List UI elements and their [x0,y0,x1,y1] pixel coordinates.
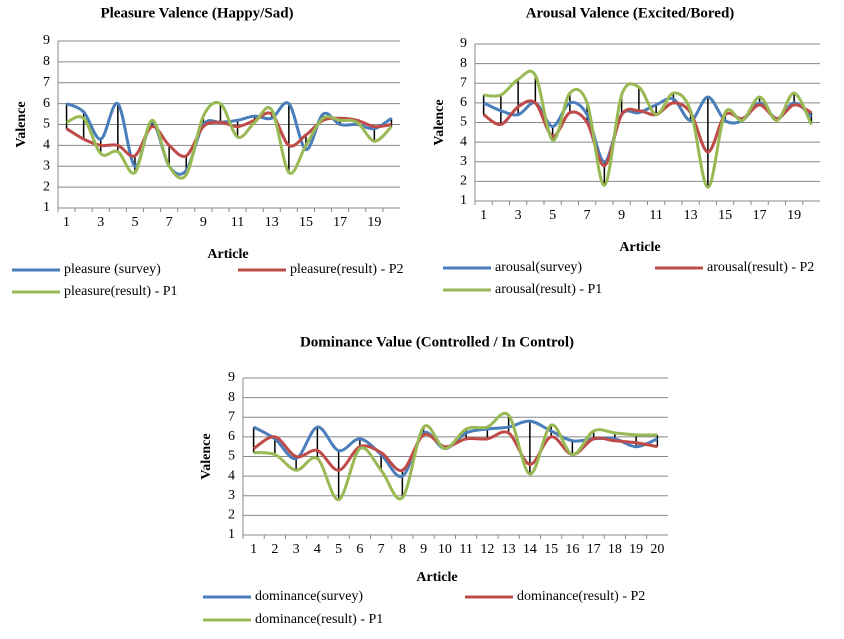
x-tick-label: 19 [629,542,643,557]
y-tick-label: 5 [228,449,235,464]
y-tick-label: 6 [43,96,50,111]
series-line [253,411,658,502]
x-tick-label: 14 [523,542,537,557]
x-tick-label: 15 [299,215,313,230]
x-tick-label: 1 [63,215,70,230]
x-tick-label: 3 [293,542,300,557]
y-tick-label: 9 [43,33,50,48]
legend-label: dominance(result) - P1 [255,612,383,627]
x-tick-label: 15 [544,542,558,557]
series-line [252,430,658,472]
x-tick-label: 13 [502,542,516,557]
y-tick-label: 4 [43,138,50,153]
x-tick-label: 11 [459,542,472,557]
y-tick-label: 9 [228,370,235,385]
x-tick-label: 11 [649,208,662,223]
x-tick-label: 5 [131,215,138,230]
series-line [65,111,392,158]
y-tick-label: 5 [460,115,467,130]
x-tick-label: 19 [787,208,801,223]
chart-title: Pleasure Valence (Happy/Sad) [100,5,293,21]
x-tick-label: 7 [166,215,173,230]
y-axis-label: Valence [14,101,29,147]
x-tick-label: 9 [420,542,427,557]
y-tick-label: 3 [460,154,467,169]
x-tick-label: 7 [584,208,591,223]
y-tick-label: 6 [460,95,467,110]
y-tick-label: 3 [43,158,50,173]
x-axis-label: Article [619,240,660,255]
x-tick-label: 17 [587,542,601,557]
x-tick-label: 1 [480,208,487,223]
y-tick-label: 1 [228,527,235,542]
y-tick-label: 4 [228,468,235,483]
x-tick-label: 4 [314,542,321,557]
legend-label: dominance(survey) [255,589,363,604]
y-axis-label: Valence [432,99,447,145]
legend-label: dominance(result) - P2 [517,589,645,604]
legend-label: pleasure(result) - P1 [64,284,178,299]
x-tick-label: 3 [515,208,522,223]
y-tick-label: 5 [43,117,50,132]
series-line [482,99,813,168]
x-tick-label: 13 [265,215,279,230]
x-tick-label: 10 [438,542,452,557]
y-tick-label: 2 [460,174,467,189]
y-tick-label: 1 [43,200,50,215]
x-tick-label: 17 [753,208,767,223]
x-tick-label: 17 [333,215,347,230]
y-tick-label: 8 [460,56,467,71]
y-tick-label: 7 [43,75,50,90]
x-tick-label: 5 [549,208,556,223]
x-tick-label: 5 [335,542,342,557]
y-tick-label: 4 [460,134,467,149]
x-tick-label: 2 [271,542,278,557]
x-tick-label: 16 [565,542,579,557]
y-tick-label: 9 [460,36,467,51]
x-tick-label: 12 [480,542,494,557]
x-axis-label: Article [416,570,457,585]
y-axis-label: Valence [199,433,214,479]
y-tick-label: 3 [228,488,235,503]
x-tick-label: 9 [200,215,207,230]
y-tick-label: 8 [228,390,235,405]
x-tick-label: 13 [684,208,698,223]
chart-title: Dominance Value (Controlled / In Control… [300,334,574,350]
x-axis-label: Article [207,247,248,262]
x-tick-label: 18 [608,542,622,557]
x-tick-label: 15 [718,208,732,223]
y-tick-label: 6 [228,429,235,444]
y-tick-label: 2 [228,508,235,523]
series-line [65,100,393,180]
x-tick-label: 7 [378,542,385,557]
x-tick-label: 9 [618,208,625,223]
legend-label: arousal(result) - P2 [707,260,814,275]
legend-label: arousal(survey) [495,260,582,275]
legend-label: pleasure (survey) [64,262,161,277]
x-tick-label: 1 [250,542,257,557]
y-tick-label: 8 [43,54,50,69]
x-tick-label: 6 [356,542,363,557]
chart-title: Arousal Valence (Excited/Bored) [526,5,735,21]
series-line [65,101,393,176]
y-tick-label: 2 [43,179,50,194]
x-tick-label: 8 [399,542,406,557]
y-tick-label: 7 [228,409,235,424]
legend-label: pleasure(result) - P2 [290,262,404,277]
y-tick-label: 7 [460,75,467,90]
legend-label: arousal(result) - P1 [495,282,602,297]
x-tick-label: 3 [97,215,104,230]
x-tick-label: 11 [231,215,244,230]
x-tick-label: 20 [650,542,664,557]
series-line [483,69,813,189]
x-tick-label: 19 [367,215,381,230]
y-tick-label: 1 [460,193,467,208]
